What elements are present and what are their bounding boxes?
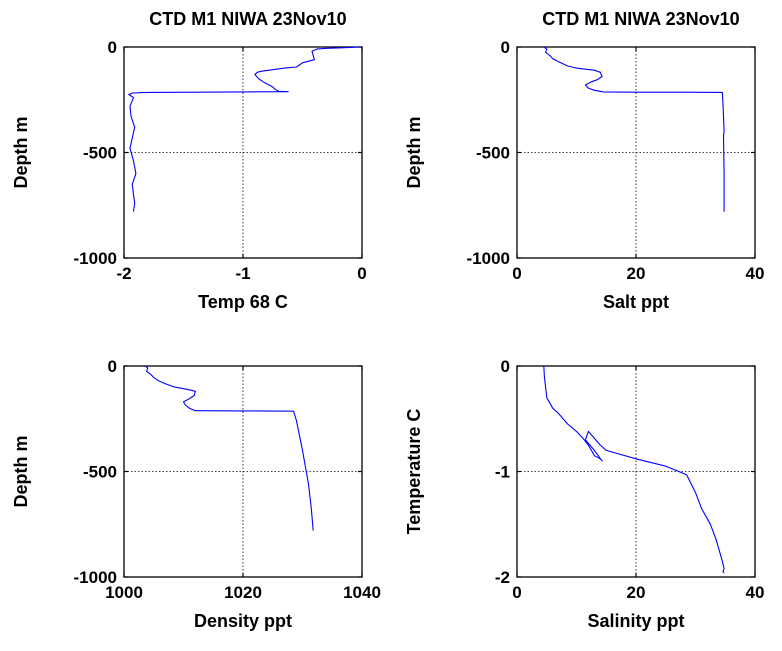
x-axis-label: Salinity ppt — [587, 611, 684, 631]
profile-line — [145, 365, 314, 531]
y-tick-label: -1 — [495, 463, 510, 482]
y-tick-label: 0 — [501, 357, 510, 376]
x-tick-label: -1 — [235, 264, 250, 283]
subplot-2: 0 20 40 0 -500 -1000 CTD M1 NIWA 23Nov10 Salt p… — [404, 9, 764, 312]
y-axis-label: Depth m — [11, 117, 31, 189]
x-tick-label: 40 — [746, 583, 765, 602]
y-tick-label: -1000 — [74, 249, 117, 268]
x-tick-label: 1000 — [105, 583, 143, 602]
subplot-1: -2 -1 0 0 -500 -1000 CTD M1 NIWA 23Nov10 Temp 6… — [11, 9, 367, 312]
profile-line — [543, 365, 725, 574]
x-tick-label: 40 — [746, 264, 765, 283]
y-tick-label: 0 — [108, 38, 117, 57]
chart-title: CTD M1 NIWA 23Nov10 — [542, 9, 739, 29]
y-axis-label: Depth m — [11, 436, 31, 508]
y-tick-label: -500 — [83, 144, 117, 163]
x-tick-label: -2 — [116, 264, 131, 283]
y-tick-label: 0 — [501, 38, 510, 57]
subplot-4: 0 20 40 0 -1 -2 Salinity ppt Temperature C — [404, 357, 764, 631]
y-axis-label: Temperature C — [404, 409, 424, 535]
subplot-3: 1000 1020 1040 0 -500 -1000 Density ppt Depth m — [11, 357, 381, 631]
y-tick-label: -1000 — [74, 568, 117, 587]
y-tick-label: -500 — [83, 463, 117, 482]
y-tick-label: -500 — [476, 144, 510, 163]
chart-title: CTD M1 NIWA 23Nov10 — [149, 9, 346, 29]
x-tick-label: 1040 — [343, 583, 381, 602]
y-axis-label: Depth m — [404, 117, 424, 189]
x-tick-label: 0 — [512, 264, 521, 283]
x-axis-label: Temp 68 C — [198, 292, 288, 312]
x-tick-label: 0 — [357, 264, 366, 283]
x-tick-label: 1020 — [224, 583, 262, 602]
x-axis-label: Density ppt — [194, 611, 292, 631]
profile-line — [128, 46, 360, 212]
y-tick-label: 0 — [108, 357, 117, 376]
x-axis-label: Salt ppt — [603, 292, 669, 312]
profile-line — [543, 46, 725, 212]
x-tick-label: 0 — [512, 583, 521, 602]
y-tick-label: -2 — [495, 568, 510, 587]
x-tick-label: 20 — [627, 583, 646, 602]
x-tick-label: 20 — [627, 264, 646, 283]
y-tick-label: -1000 — [467, 249, 510, 268]
